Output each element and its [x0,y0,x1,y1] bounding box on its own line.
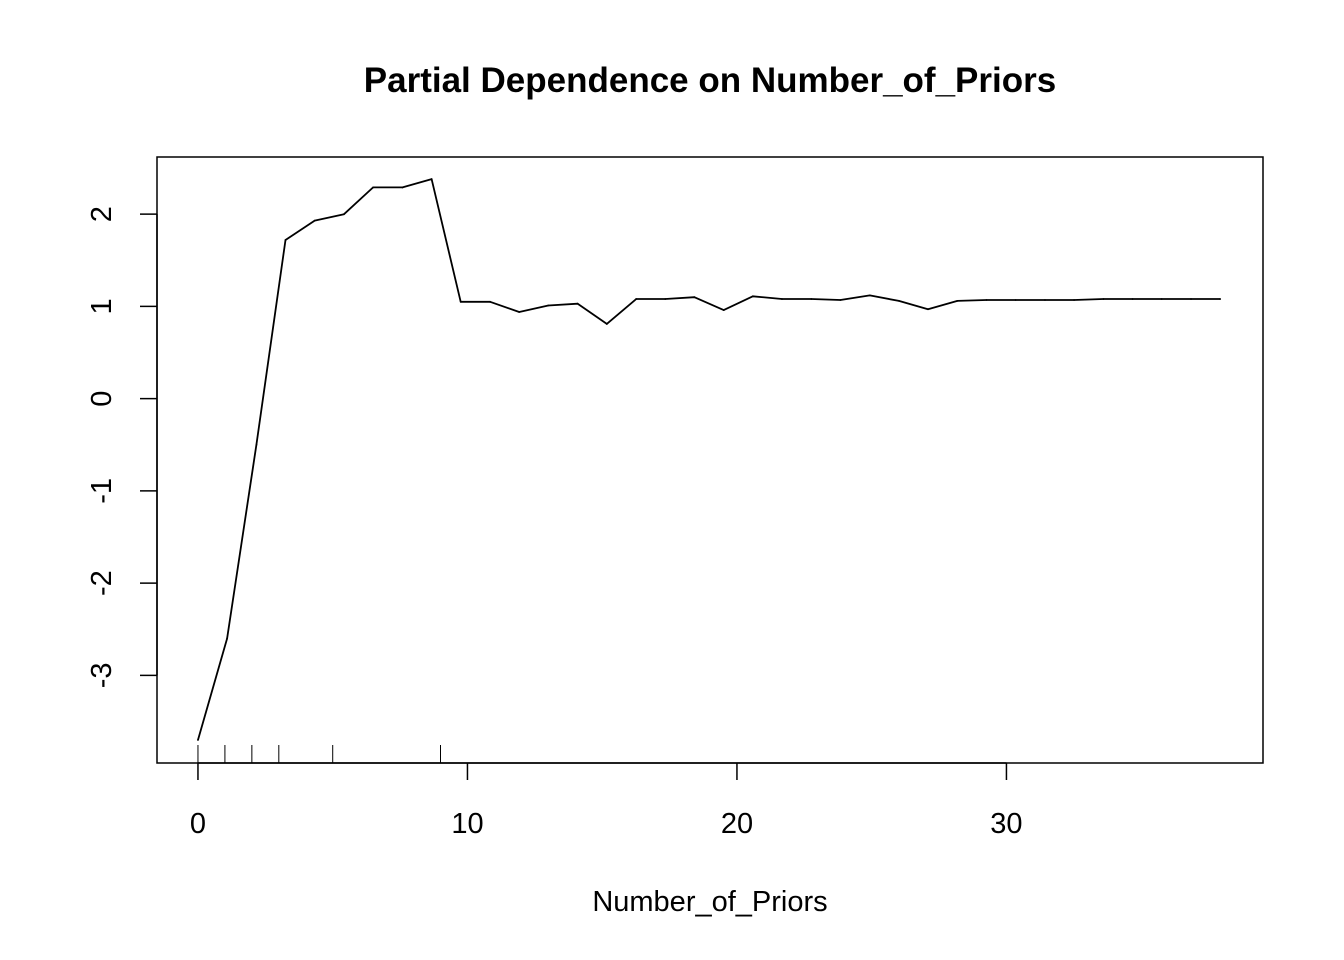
y-tick-label: 1 [86,298,118,314]
data-point [751,295,754,298]
y-axis: -3 -2 -1 0 1 2 [86,206,158,688]
data-point [927,308,929,311]
chart-title: Partial Dependence on Number_of_Priors [364,61,1056,100]
y-tick-label: 2 [86,206,118,222]
y-tick-label: -1 [86,478,118,504]
data-point [343,213,345,216]
x-axis: 0 10 20 30 [190,762,1023,840]
data-point [401,186,404,189]
data-point [518,311,521,313]
x-tick-label: 20 [721,808,753,840]
data-point [1044,299,1046,301]
data-point [1190,298,1192,300]
data-point [898,299,900,302]
data-point [1219,298,1222,300]
data-point [226,637,228,640]
data-point [956,299,959,302]
data-point [1160,298,1163,300]
data-point [313,219,316,222]
data-point [1014,299,1017,301]
data-point [430,178,433,181]
data-point [985,299,988,301]
series-line [197,178,1221,741]
x-tick-label: 30 [990,808,1022,840]
rug-marks [197,745,442,763]
data-point [547,304,550,307]
data-point [459,300,462,303]
data-point [197,739,199,741]
x-tick-label: 10 [451,808,483,840]
data-point [284,239,287,241]
data-point [489,300,491,303]
data-point [372,186,375,189]
data-point [635,298,638,300]
data-point [605,323,608,325]
plot-frame [156,156,1264,764]
data-point [1073,299,1075,301]
y-tick-label: 0 [86,391,118,407]
x-axis-label: Number_of_Priors [592,886,827,918]
data-point [1131,298,1134,300]
data-point [255,443,258,446]
data-point [781,298,783,300]
x-tick-label: 0 [190,808,206,840]
data-point [576,302,579,305]
data-point [868,294,871,297]
y-tick-label: -3 [86,662,118,688]
data-point [722,309,725,312]
data-point [839,299,842,301]
data-point [1102,298,1105,300]
data-point [693,296,696,299]
data-point [810,298,813,300]
y-tick-label: -2 [86,570,118,596]
series-layer [197,178,1222,741]
data-point [664,298,667,300]
